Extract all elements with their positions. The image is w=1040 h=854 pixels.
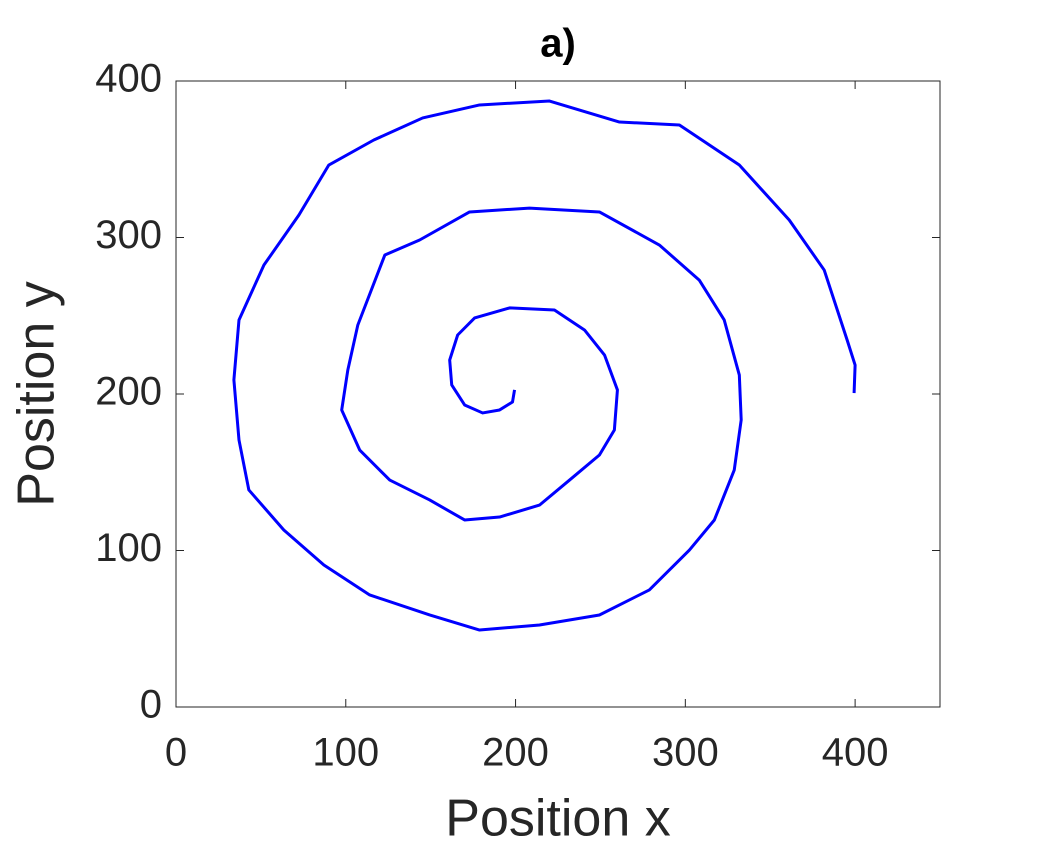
y-tick-label: 400 (95, 57, 162, 101)
y-axis-label: Position y (8, 281, 66, 506)
plot-frame (175, 80, 941, 708)
y-tick-label: 100 (95, 526, 162, 570)
x-tick-label: 0 (165, 731, 187, 775)
y-tick-label: 200 (95, 370, 162, 414)
x-tick-label: 100 (312, 731, 379, 775)
x-tick-label: 200 (482, 731, 549, 775)
x-tick-label: 300 (652, 731, 719, 775)
data-line (232, 99, 857, 632)
chart-title: a) (540, 22, 576, 66)
x-axis-label: Position x (445, 790, 670, 848)
y-tick-label: 300 (95, 213, 162, 257)
y-tick-label: 0 (140, 683, 162, 727)
x-tick-label: 400 (822, 731, 889, 775)
